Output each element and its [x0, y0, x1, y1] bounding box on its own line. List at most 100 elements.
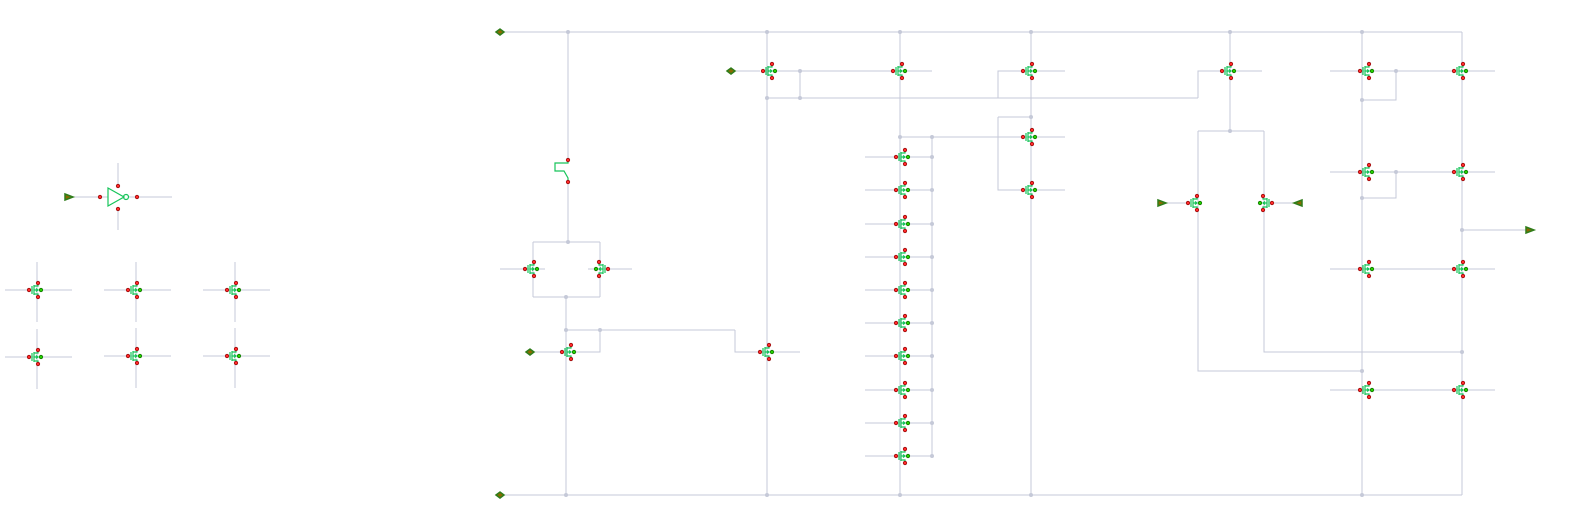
inverter-symbol[interactable] — [97, 183, 140, 212]
mos-body-icon — [898, 449, 906, 463]
ladder-transistor[interactable] — [893, 380, 911, 400]
pin-dot — [1460, 394, 1466, 400]
mos-arrow-icon — [1366, 69, 1370, 73]
legend-transistor[interactable] — [224, 280, 242, 300]
ladder-transistor[interactable] — [893, 313, 911, 333]
io-port[interactable] — [494, 491, 506, 499]
mos-arrow-icon — [1366, 267, 1370, 271]
ladder-transistor[interactable] — [893, 346, 911, 366]
output-stage-left[interactable] — [1357, 380, 1375, 400]
pin-dot — [902, 147, 908, 153]
pin-dot — [1366, 75, 1372, 81]
junction-dot — [798, 69, 802, 73]
pin-dot — [1366, 61, 1372, 67]
ladder-transistor[interactable] — [893, 413, 911, 433]
io-port[interactable] — [494, 28, 506, 36]
mos-body-icon — [130, 283, 138, 297]
junction-dot — [930, 135, 934, 139]
pin-dot — [38, 287, 44, 293]
ladder-transistor[interactable] — [893, 180, 911, 200]
pin-dot — [893, 387, 899, 393]
pin-dot — [905, 254, 911, 260]
tail-source[interactable] — [559, 342, 577, 362]
output-stage-right[interactable] — [1451, 259, 1469, 279]
mos-body-icon — [898, 283, 906, 297]
ladder-transistor[interactable] — [893, 280, 911, 300]
pin-dot — [1366, 259, 1372, 265]
pin-dot — [1357, 266, 1363, 272]
ladder-transistor[interactable] — [893, 446, 911, 466]
wire — [572, 330, 601, 353]
ladder-transistor[interactable] — [893, 214, 911, 234]
pin-dot — [115, 183, 121, 189]
junction-dot — [930, 421, 934, 425]
top-bias[interactable] — [760, 61, 778, 81]
io-port[interactable] — [1525, 225, 1537, 235]
pin-dot — [137, 353, 143, 359]
pin-dot — [893, 221, 899, 227]
pin-dot — [1366, 176, 1372, 182]
pin-dot — [769, 61, 775, 67]
pin-dot — [1357, 169, 1363, 175]
junction-dot — [1360, 98, 1364, 102]
io-port[interactable] — [64, 192, 76, 202]
pin-dot — [902, 380, 908, 386]
output-stage-left[interactable] — [1357, 61, 1375, 81]
pin-dot — [905, 420, 911, 426]
io-port[interactable] — [1157, 198, 1169, 208]
junction-dot — [798, 96, 802, 100]
mos-body-icon — [1362, 64, 1370, 78]
ladder-transistor[interactable] — [893, 147, 911, 167]
pin-dot — [890, 68, 896, 74]
diff-pair-left[interactable] — [522, 259, 540, 279]
legend-transistor[interactable] — [26, 347, 44, 367]
top-mirror-3[interactable] — [1219, 61, 1237, 81]
pin-dot — [1257, 200, 1263, 206]
input-pair-left[interactable] — [1185, 193, 1203, 213]
legend-transistor[interactable] — [125, 280, 143, 300]
output-stage-left[interactable] — [1357, 259, 1375, 279]
mos-arrow-icon — [1228, 69, 1232, 73]
pin-dot — [893, 154, 899, 160]
io-port[interactable] — [524, 348, 536, 356]
cascode-2[interactable] — [1020, 180, 1038, 200]
ladder-transistor[interactable] — [893, 247, 911, 267]
top-mirror-2[interactable] — [1020, 61, 1038, 81]
output-stage-right[interactable] — [1451, 61, 1469, 81]
pin-dot — [559, 349, 565, 355]
cascode-1[interactable] — [1020, 127, 1038, 147]
wire — [1362, 172, 1397, 199]
pin-dot — [757, 349, 763, 355]
junction-dot — [765, 30, 769, 34]
output-stage-right[interactable] — [1451, 162, 1469, 182]
bias-mirror[interactable] — [757, 342, 775, 362]
legend-transistor[interactable] — [26, 280, 44, 300]
output-stage-right[interactable] — [1451, 380, 1469, 400]
diff-pair-right[interactable] — [593, 259, 611, 279]
port-arrow-icon — [1291, 198, 1303, 208]
mos-body-icon — [229, 349, 237, 363]
io-port[interactable] — [1291, 198, 1303, 208]
pin-dot — [769, 349, 775, 355]
mos-body-icon — [895, 64, 903, 78]
io-port[interactable] — [725, 67, 737, 75]
pin-dot — [1197, 200, 1203, 206]
top-mirror-1[interactable] — [890, 61, 908, 81]
junction-dot — [930, 222, 934, 226]
pin-dot — [1020, 134, 1026, 140]
pin-dot — [115, 206, 121, 212]
resistor-device[interactable] — [554, 157, 571, 185]
pin-dot — [902, 180, 908, 186]
output-stage-left[interactable] — [1357, 162, 1375, 182]
legend-transistor[interactable] — [125, 346, 143, 366]
junction-dot — [930, 155, 934, 159]
mos-arrow-icon — [902, 288, 906, 292]
input-pair-right[interactable] — [1257, 193, 1275, 213]
mos-arrow-icon — [134, 354, 138, 358]
junction-dot — [1360, 196, 1364, 200]
mos-body-icon — [898, 316, 906, 330]
pin-dot — [1032, 68, 1038, 74]
pin-dot — [1463, 68, 1469, 74]
legend-transistor[interactable] — [224, 346, 242, 366]
